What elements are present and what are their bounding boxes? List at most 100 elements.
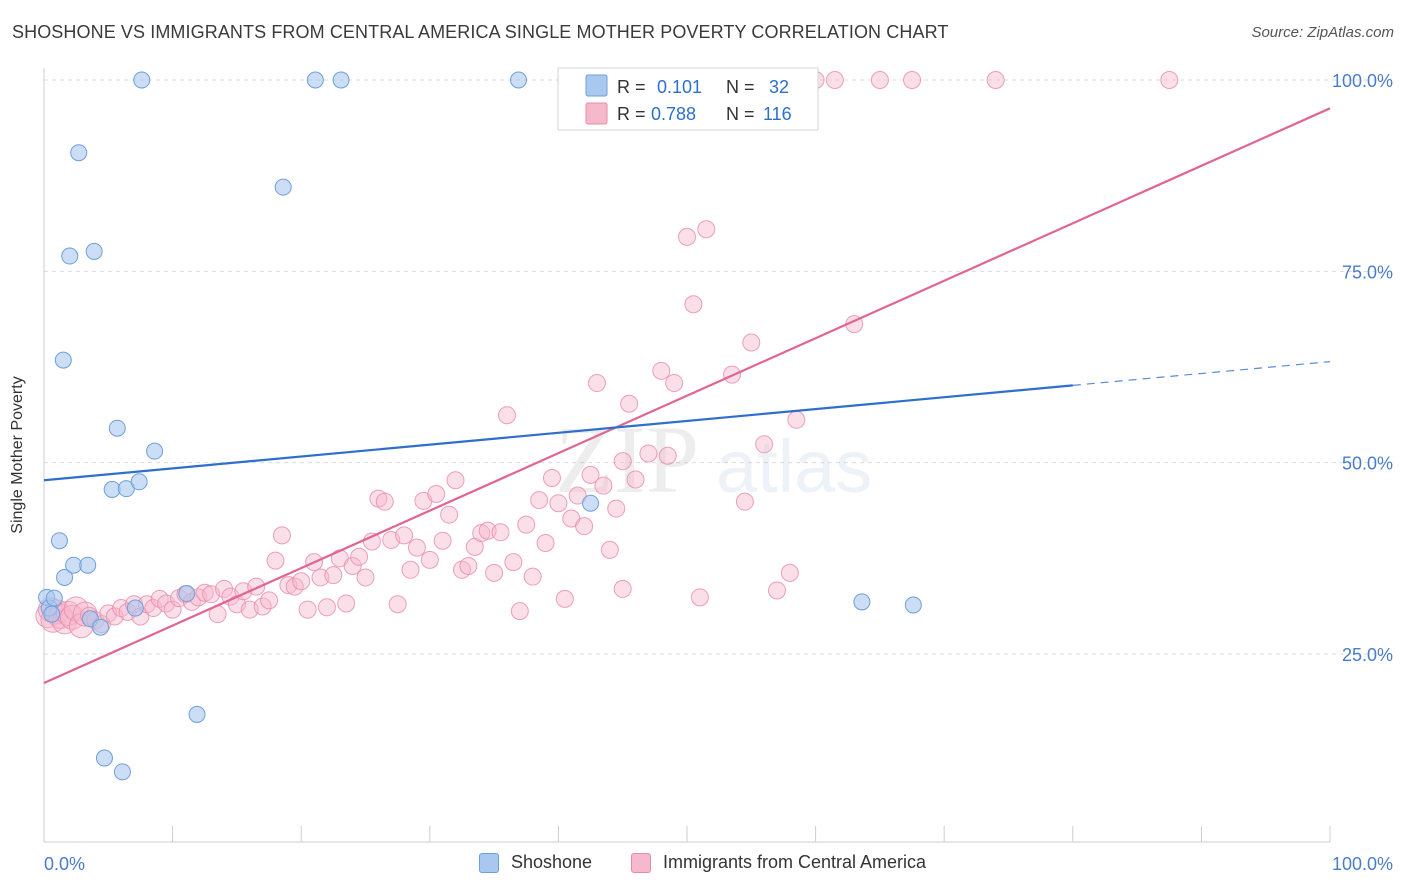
trend-line-shoshone: [43, 384, 1073, 482]
point-immigrants-90: [587, 374, 606, 393]
point-immigrants-51: [337, 594, 356, 613]
point-immigrants-32: [215, 579, 234, 598]
point-shoshone-26: [332, 71, 350, 89]
point-immigrants-88: [575, 517, 594, 536]
point-immigrants-59: [388, 595, 407, 614]
point-shoshone-13: [103, 480, 121, 498]
bottom-legend: Shoshone Immigrants from Central America: [0, 852, 1406, 878]
point-shoshone-31: [54, 351, 72, 369]
point-immigrants-78: [510, 602, 529, 621]
point-shoshone-4: [50, 532, 68, 550]
point-shoshone-5: [56, 568, 74, 586]
point-immigrants-44: [292, 572, 311, 591]
y-tick-label-2: 75.0%: [1342, 262, 1393, 282]
point-immigrants-108: [768, 581, 787, 600]
point-immigrants-105: [735, 492, 754, 511]
point-immigrants-96: [626, 470, 645, 489]
legend-n-value-2: 116: [763, 104, 792, 124]
point-shoshone-16: [126, 599, 144, 617]
point-immigrants-45: [298, 600, 317, 619]
trend-line-immigrants: [43, 107, 1331, 685]
point-immigrants-83: [542, 468, 561, 487]
point-immigrants-61: [401, 560, 420, 579]
point-shoshone-7: [65, 556, 83, 574]
point-immigrants-93: [607, 499, 626, 518]
point-immigrants-97: [639, 444, 658, 463]
point-immigrants-40: [266, 551, 285, 570]
point-immigrants-103: [697, 220, 716, 239]
point-shoshone-23: [113, 763, 131, 781]
x-tick-label-1: 100.0%: [1332, 854, 1393, 874]
legend-r-value-2: 0.788: [651, 104, 696, 124]
point-immigrants-110: [787, 410, 806, 429]
point-immigrants-62: [407, 538, 426, 557]
legend-swatch-immigrants: [585, 102, 608, 125]
source-attribution: Source: ZipAtlas.com: [1251, 24, 1394, 41]
point-immigrants-49: [324, 566, 343, 585]
point-immigrants-64: [420, 550, 439, 569]
point-immigrants-122: [825, 71, 844, 89]
legend-swatch-immigrants: [631, 852, 651, 873]
point-immigrants-113: [613, 579, 632, 598]
legend-item-shoshone: Shoshone: [479, 852, 592, 873]
point-immigrants-101: [678, 227, 696, 246]
point-immigrants-95: [620, 394, 639, 413]
trend-lines: [43, 107, 1331, 685]
point-shoshone-22: [95, 749, 113, 767]
point-shoshone-11: [85, 242, 103, 260]
point-immigrants-87: [568, 486, 587, 505]
point-immigrants-91: [594, 476, 613, 495]
point-immigrants-77: [504, 553, 523, 572]
legend-n-label-1: N =: [726, 77, 755, 97]
point-immigrants-75: [491, 523, 510, 542]
correlation-legend: R = 0.101 N = 32 R = 0.788 N = 116: [557, 67, 819, 131]
point-shoshone-24: [274, 178, 292, 196]
grid-lines: [44, 79, 1394, 655]
point-shoshone-28: [582, 494, 600, 512]
point-immigrants-94: [613, 452, 632, 471]
point-immigrants-92: [600, 540, 619, 559]
axes: [43, 68, 1331, 843]
legend-swatch-shoshone: [585, 74, 608, 97]
point-shoshone-12: [92, 618, 110, 636]
point-immigrants-39: [260, 591, 279, 610]
point-immigrants-81: [530, 491, 549, 510]
point-immigrants-112: [690, 588, 709, 607]
point-immigrants-54: [356, 568, 375, 587]
point-immigrants-67: [440, 505, 459, 524]
legend-item-immigrants: Immigrants from Central America: [631, 852, 926, 873]
point-immigrants-29: [195, 583, 214, 602]
point-immigrants-123: [870, 71, 889, 89]
point-shoshone-25: [306, 71, 324, 89]
tick-labels: 25.0% 50.0% 75.0% 100.0% 0.0% 100.0%: [44, 71, 1393, 874]
chart-title: SHOSHONE VS IMMIGRANTS FROM CENTRAL AMER…: [12, 22, 949, 42]
point-immigrants-76: [497, 406, 516, 425]
legend-n-value-1: 32: [769, 77, 789, 97]
legend-label-shoshone: Shoshone: [511, 852, 593, 872]
point-immigrants-124: [903, 71, 922, 89]
point-immigrants-109: [780, 563, 799, 582]
legend-swatch-shoshone: [479, 852, 499, 873]
y-axis-label-container: Single Mother Poverty: [9, 376, 38, 533]
point-immigrants-65: [427, 485, 446, 504]
point-immigrants-22: [150, 589, 169, 608]
point-immigrants-107: [755, 435, 774, 454]
point-immigrants-102: [684, 295, 703, 314]
series-immigrants-points: [35, 71, 1179, 639]
point-immigrants-80: [523, 567, 542, 586]
point-immigrants-68: [446, 471, 465, 490]
point-immigrants-48: [317, 598, 336, 617]
watermark: ZIP atlas: [555, 406, 872, 513]
point-shoshone-8: [70, 144, 88, 162]
y-tick-label-1: 50.0%: [1342, 454, 1393, 474]
y-axis-label: Single Mother Poverty: [9, 376, 26, 534]
legend-r-label-2: R =: [617, 104, 646, 124]
legend-r-value-1: 0.101: [657, 77, 702, 97]
point-immigrants-57: [375, 492, 394, 511]
point-immigrants-73: [478, 521, 497, 540]
point-immigrants-99: [658, 446, 677, 465]
point-immigrants-98: [652, 361, 671, 380]
point-immigrants-106: [742, 333, 761, 352]
point-immigrants-41: [272, 526, 291, 545]
